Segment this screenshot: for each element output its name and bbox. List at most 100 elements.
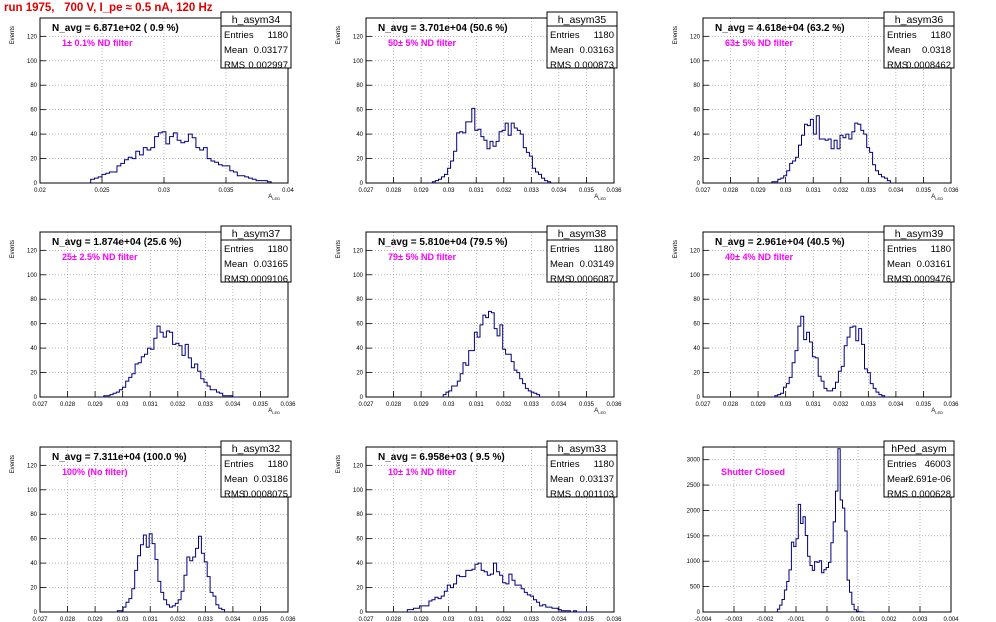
y-tick-label: 60 xyxy=(356,322,363,328)
y-tick-label: 120 xyxy=(353,248,364,254)
y-tick-label: 20 xyxy=(30,371,37,377)
stats-value: 46003 xyxy=(925,459,951,470)
x-tick-label: 0.035 xyxy=(916,402,932,408)
x-tick-label: 0.032 xyxy=(170,402,186,408)
y-tick-label: 20 xyxy=(356,157,363,163)
stats-box xyxy=(220,225,292,283)
x-tick-label: 0.004 xyxy=(943,617,959,622)
x-tick-label: 0.029 xyxy=(751,188,767,194)
x-tick-label: 0.03 xyxy=(117,402,129,408)
x-tick-label: 0.035 xyxy=(253,402,269,408)
navg-label: N_avg = 6.871e+02 ( 0.9 %) xyxy=(52,23,179,34)
y-axis-label: Events xyxy=(336,26,342,44)
x-tick-label: 0.033 xyxy=(524,188,540,194)
plot-frame xyxy=(702,231,952,398)
y-tick-label: 0 xyxy=(697,181,701,187)
x-tick-label: 0.002 xyxy=(881,617,897,622)
y-tick-label: 40 xyxy=(30,346,37,352)
y-tick-label: 100 xyxy=(353,273,364,279)
y-tick-label: 60 xyxy=(693,322,700,328)
stats-value: 1180 xyxy=(268,459,288,470)
y-tick-label: 40 xyxy=(356,132,363,138)
x-tick-label: 0.031 xyxy=(469,402,485,408)
x-tick-label: 0.034 xyxy=(888,402,904,408)
y-tick-label: 0 xyxy=(360,181,364,187)
y-tick-label: 100 xyxy=(690,273,701,279)
stats-box xyxy=(220,440,292,498)
x-tick-label: 0.027 xyxy=(358,617,374,622)
stats-value: 1180 xyxy=(268,30,288,41)
filter-note: Shutter Closed xyxy=(721,467,785,477)
histogram-line xyxy=(771,115,891,183)
stats-value: 0.0009106 xyxy=(243,274,288,285)
x-tick-label: 0.032 xyxy=(496,402,512,408)
x-tick-label: 0.029 xyxy=(88,617,104,622)
stats-value: -2.691e-06 xyxy=(905,474,951,485)
filter-note: 100% (No filter) xyxy=(62,467,128,477)
x-tick-label: -0.001 xyxy=(787,617,805,622)
x-tick-label: 0.032 xyxy=(170,617,186,622)
x-tick-label: 0.033 xyxy=(524,617,540,622)
stats-title: h_asym35 xyxy=(558,14,607,26)
x-tick-label: 0.028 xyxy=(386,402,402,408)
x-axis-label: ALED xyxy=(268,194,280,201)
x-tick-label: 0.033 xyxy=(861,188,877,194)
x-tick-label: 0.03 xyxy=(443,402,455,408)
navg-label: N_avg = 7.311e+04 (100.0 %) xyxy=(52,452,187,463)
stats-value: 0.000873 xyxy=(574,60,614,71)
x-tick-label: 0.035 xyxy=(218,188,234,194)
histogram-line xyxy=(771,315,888,398)
y-tick-label: 20 xyxy=(30,586,37,592)
y-tick-label: 1000 xyxy=(687,559,701,565)
x-tick-label: 0.028 xyxy=(60,617,76,622)
stats-box xyxy=(220,11,292,69)
y-tick-label: 40 xyxy=(356,561,363,567)
stats-key: RMS xyxy=(550,60,571,71)
histogram-line xyxy=(90,131,272,183)
stats-value: 1180 xyxy=(268,244,288,255)
x-tick-label: 0.031 xyxy=(143,617,159,622)
y-tick-label: 100 xyxy=(353,59,364,65)
plot-frame xyxy=(39,446,289,613)
x-tick-label: 0.033 xyxy=(198,402,214,408)
stats-title: h_asym34 xyxy=(232,14,281,26)
y-tick-label: 80 xyxy=(30,297,37,303)
y-axis-label: Events xyxy=(673,240,679,258)
stats-value: 1180 xyxy=(594,459,614,470)
stats-title: hPed_asym xyxy=(891,443,947,455)
y-tick-label: 100 xyxy=(353,488,364,494)
stats-value: 0.0008462 xyxy=(906,60,951,71)
y-axis-label: Events xyxy=(336,455,342,473)
y-tick-label: 40 xyxy=(30,132,37,138)
y-tick-label: 120 xyxy=(353,34,364,40)
y-tick-label: 2500 xyxy=(687,483,701,489)
stats-title: h_asym33 xyxy=(558,443,607,455)
y-tick-label: 120 xyxy=(27,463,38,469)
y-tick-label: 80 xyxy=(356,512,363,518)
y-tick-label: 2000 xyxy=(687,508,701,514)
x-tick-label: 0.035 xyxy=(579,402,595,408)
x-tick-label: 0.03 xyxy=(158,188,170,194)
x-tick-label: 0.029 xyxy=(414,402,430,408)
navg-label: N_avg = 5.810e+04 (79.5 %) xyxy=(378,237,508,248)
stats-value: 0.03186 xyxy=(254,474,288,485)
x-tick-label: 0.036 xyxy=(943,188,959,194)
histogram-h_asym35: 0.027 0.028 0.029 0.03 0.031 0.032 0.033 0.034 0… xyxy=(336,11,622,201)
stats-key: RMS xyxy=(887,489,908,500)
stats-key: Mean xyxy=(887,45,911,56)
y-tick-label: 1500 xyxy=(687,534,701,540)
stats-box xyxy=(883,440,955,498)
y-tick-label: 500 xyxy=(690,585,701,591)
x-axis-label-sub: LED xyxy=(598,410,606,415)
x-tick-label: 0.032 xyxy=(833,402,849,408)
x-tick-label: 0.001 xyxy=(850,617,866,622)
x-tick-label: 0.031 xyxy=(469,188,485,194)
y-tick-label: 20 xyxy=(693,371,700,377)
plot-frame xyxy=(702,17,952,184)
x-tick-label: 0.034 xyxy=(551,188,567,194)
x-tick-label: 0.035 xyxy=(253,617,269,622)
stats-key: Entries xyxy=(224,30,254,41)
histogram-h_asym34: 0.02 0.025 0.03 0.035 0.04 0 20 40 60 80 100 120 Eve… xyxy=(10,11,294,201)
y-axis-label: Events xyxy=(10,240,16,258)
